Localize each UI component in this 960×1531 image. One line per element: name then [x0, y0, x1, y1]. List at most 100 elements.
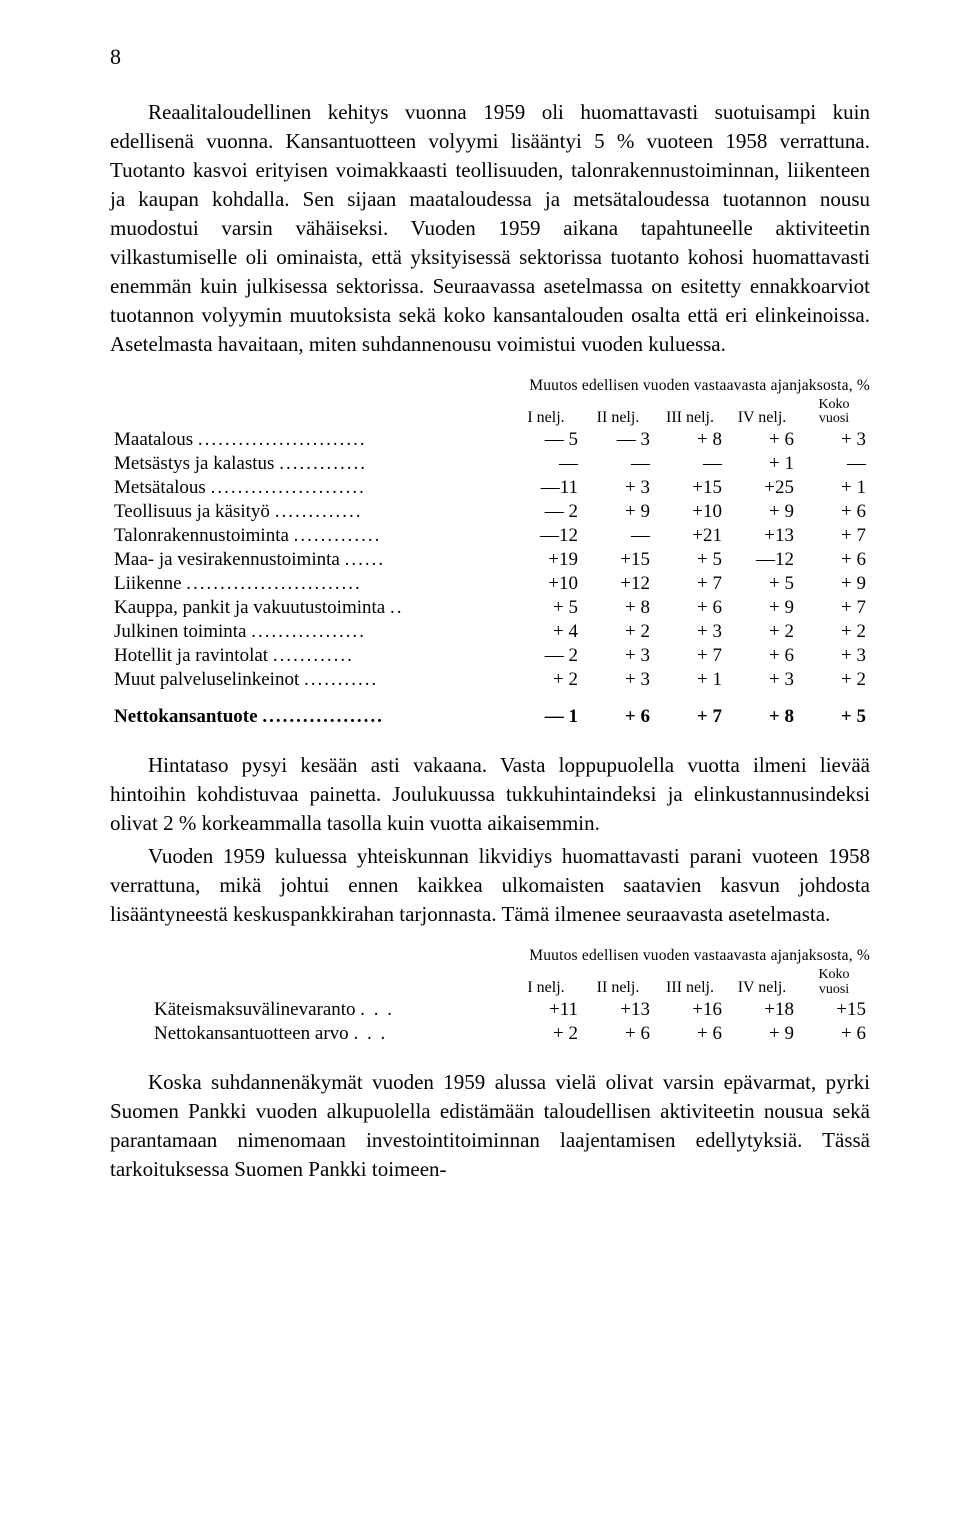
cell-value: + 8	[726, 700, 798, 729]
cell-value: + 6	[798, 1022, 870, 1046]
row-label: Maatalous .........................	[110, 428, 510, 452]
cell-value: —11	[510, 476, 582, 500]
cell-value: +15	[582, 548, 654, 572]
row-label: Nettokansantuotteen arvo . . .	[150, 1022, 510, 1046]
cell-value: + 6	[654, 596, 726, 620]
row-label: Muut palveluselinkeinot ...........	[110, 668, 510, 692]
row-label: Julkinen toiminta .................	[110, 620, 510, 644]
table-row: Talonrakennustoiminta .............—12—+…	[110, 524, 870, 548]
row-label: Nettokansantuote ..................	[110, 700, 510, 729]
cell-value: + 6	[798, 548, 870, 572]
cell-value: + 3	[726, 668, 798, 692]
row-label: Käteismaksuvälinevaranto . . .	[150, 998, 510, 1022]
cell-value: +15	[654, 476, 726, 500]
table-row: Maa- ja vesirakennustoiminta ......+19+1…	[110, 548, 870, 572]
col-header-1: I nelj.	[510, 967, 582, 998]
cell-value: —	[510, 452, 582, 476]
table2-header-row: I nelj. II nelj. III nelj. IV nelj. Koko…	[150, 967, 870, 998]
cell-value: + 6	[582, 700, 654, 729]
table-row: Nettokansantuote ..................— 1+ …	[110, 700, 870, 729]
cell-value: —	[582, 452, 654, 476]
document-page: 8 Reaalitaloudellinen kehitys vuonna 195…	[0, 0, 960, 1531]
cell-value: — 3	[582, 428, 654, 452]
cell-value: +10	[654, 500, 726, 524]
cell-value: + 5	[510, 596, 582, 620]
table-row: Hotellit ja ravintolat ............— 2+ …	[110, 644, 870, 668]
cell-value: —	[654, 452, 726, 476]
cell-value: +12	[582, 572, 654, 596]
cell-value: — 5	[510, 428, 582, 452]
cell-value: —	[798, 452, 870, 476]
cell-value: + 1	[726, 452, 798, 476]
row-label: Maa- ja vesirakennustoiminta ......	[110, 548, 510, 572]
row-label: Metsätalous .......................	[110, 476, 510, 500]
cell-value: + 3	[798, 644, 870, 668]
cell-value: + 7	[798, 596, 870, 620]
cell-value: + 2	[582, 620, 654, 644]
cell-value: +10	[510, 572, 582, 596]
col-header-3: III nelj.	[654, 397, 726, 428]
cell-value: — 2	[510, 644, 582, 668]
cell-value: + 6	[654, 1022, 726, 1046]
cell-value: + 6	[726, 644, 798, 668]
cell-value: + 6	[582, 1022, 654, 1046]
row-label: Hotellit ja ravintolat ............	[110, 644, 510, 668]
cell-value: + 2	[798, 620, 870, 644]
table-row: Käteismaksuvälinevaranto . . .+11+13+16+…	[150, 998, 870, 1022]
col-header-4: IV nelj.	[726, 397, 798, 428]
cell-value: + 3	[582, 644, 654, 668]
table-row: Muut palveluselinkeinot ...........+ 2+ …	[110, 668, 870, 692]
cell-value: + 3	[798, 428, 870, 452]
cell-value: —12	[726, 548, 798, 572]
cell-value: + 7	[654, 644, 726, 668]
cell-value: +15	[798, 998, 870, 1022]
table-row: Teollisuus ja käsityö .............— 2+ …	[110, 500, 870, 524]
table-row: Nettokansantuotteen arvo . . .+ 2+ 6+ 6+…	[150, 1022, 870, 1046]
col-header-2: II nelj.	[582, 967, 654, 998]
page-number: 8	[110, 44, 870, 70]
cell-value: +25	[726, 476, 798, 500]
cell-value: + 8	[654, 428, 726, 452]
cell-value: + 2	[798, 668, 870, 692]
cell-value: + 5	[798, 700, 870, 729]
cell-value: + 5	[654, 548, 726, 572]
cell-value: — 1	[510, 700, 582, 729]
cell-value: + 9	[726, 1022, 798, 1046]
cell-value: + 6	[798, 500, 870, 524]
table-row: Julkinen toiminta .................+ 4+ …	[110, 620, 870, 644]
table-row: Metsästys ja kalastus .............———+ …	[110, 452, 870, 476]
cell-value: + 7	[654, 572, 726, 596]
table-row: Metsätalous .......................—11+ …	[110, 476, 870, 500]
table1-caption: Muutos edellisen vuoden vastaavasta ajan…	[110, 377, 870, 395]
cell-value: + 9	[582, 500, 654, 524]
cell-value: +19	[510, 548, 582, 572]
cell-value: +21	[654, 524, 726, 548]
cell-value: —12	[510, 524, 582, 548]
table-1: I nelj. II nelj. III nelj. IV nelj. Koko…	[110, 397, 870, 729]
cell-value: + 2	[726, 620, 798, 644]
cell-value: + 6	[726, 428, 798, 452]
cell-value: + 3	[654, 620, 726, 644]
cell-value: + 3	[582, 476, 654, 500]
col-header-5: Kokovuosi	[798, 397, 870, 428]
cell-value: + 3	[582, 668, 654, 692]
cell-value: + 2	[510, 1022, 582, 1046]
cell-value: + 7	[654, 700, 726, 729]
cell-value: + 9	[798, 572, 870, 596]
cell-value: +13	[726, 524, 798, 548]
row-label: Liikenne ..........................	[110, 572, 510, 596]
col-header-2: II nelj.	[582, 397, 654, 428]
row-label: Kauppa, pankit ja vakuutustoiminta ..	[110, 596, 510, 620]
table1-header-row: I nelj. II nelj. III nelj. IV nelj. Koko…	[110, 397, 870, 428]
table2-caption: Muutos edellisen vuoden vastaavasta ajan…	[110, 947, 870, 965]
cell-value: + 4	[510, 620, 582, 644]
row-label: Metsästys ja kalastus .............	[110, 452, 510, 476]
table-2: I nelj. II nelj. III nelj. IV nelj. Koko…	[150, 967, 870, 1046]
cell-value: + 9	[726, 500, 798, 524]
row-label: Talonrakennustoiminta .............	[110, 524, 510, 548]
cell-value: — 2	[510, 500, 582, 524]
paragraph-1: Reaalitaloudellinen kehitys vuonna 1959 …	[110, 98, 870, 359]
col-header-5: Kokovuosi	[798, 967, 870, 998]
cell-value: + 8	[582, 596, 654, 620]
row-label: Teollisuus ja käsityö .............	[110, 500, 510, 524]
